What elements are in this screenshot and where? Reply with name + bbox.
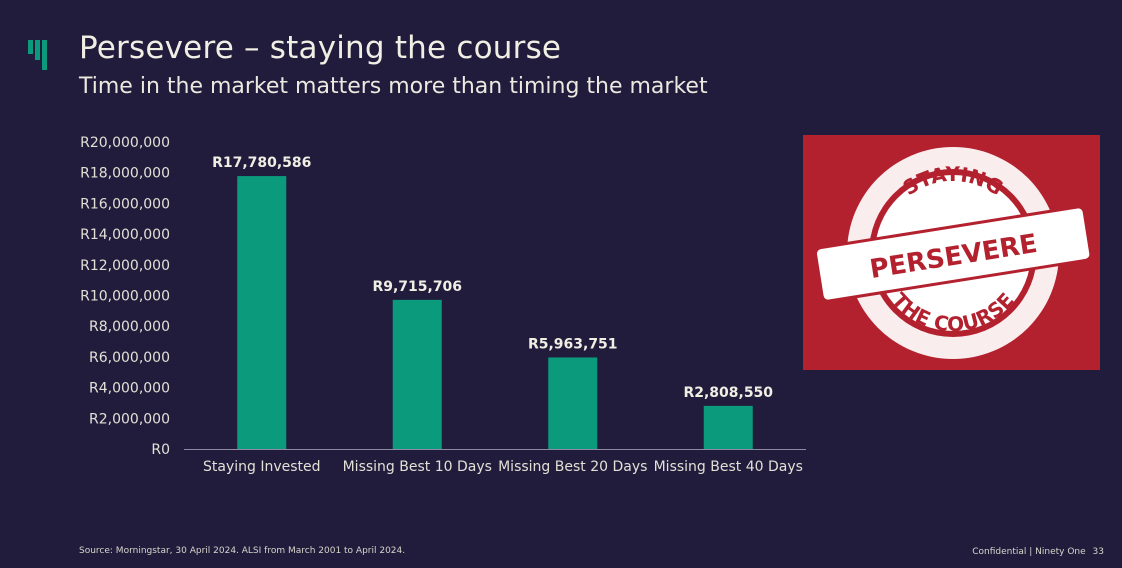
y-tick-label: R20,000,000 bbox=[80, 135, 170, 151]
stamp-graphic: STAYING THE COURSE PERSEVERE bbox=[813, 147, 1093, 359]
page-number: 33 bbox=[1092, 547, 1104, 557]
footer: Confidential | Ninety One 33 bbox=[968, 547, 1104, 557]
page-subtitle: Time in the market matters more than tim… bbox=[79, 74, 708, 99]
x-tick-label: Missing Best 20 Days bbox=[498, 459, 647, 475]
y-tick-label: R2,000,000 bbox=[89, 411, 170, 427]
x-tick-label: Missing Best 40 Days bbox=[654, 459, 803, 475]
y-tick-label: R14,000,000 bbox=[80, 227, 170, 243]
data-label: R17,780,586 bbox=[212, 155, 311, 171]
y-tick-label: R16,000,000 bbox=[80, 196, 170, 212]
y-tick-label: R10,000,000 bbox=[80, 289, 170, 305]
y-tick-label: R18,000,000 bbox=[80, 166, 170, 182]
ninety-one-logo-icon bbox=[28, 40, 47, 70]
y-tick-label: R8,000,000 bbox=[89, 319, 170, 335]
data-label: R5,963,751 bbox=[528, 336, 618, 352]
x-tick-label: Staying Invested bbox=[203, 459, 321, 475]
source-note: Source: Morningstar, 30 April 2024. ALSI… bbox=[79, 546, 406, 556]
bar bbox=[548, 357, 598, 449]
y-tick-label: R12,000,000 bbox=[80, 258, 170, 274]
bar bbox=[237, 176, 287, 450]
bar-chart: R0 R2,000,000 R4,000,000 R6,000,000 R8,000,0… bbox=[80, 135, 806, 475]
y-tick-label: R6,000,000 bbox=[89, 350, 170, 366]
page-title: Persevere – staying the course bbox=[79, 30, 562, 66]
bar bbox=[703, 405, 753, 449]
footer-confidential: Confidential | Ninety One bbox=[972, 547, 1086, 557]
y-tick-label: R4,000,000 bbox=[89, 381, 170, 397]
data-label: R2,808,550 bbox=[683, 385, 773, 401]
x-tick-label: Missing Best 10 Days bbox=[343, 459, 492, 475]
stamp-image: STAYING THE COURSE PERSEVERE bbox=[803, 135, 1100, 370]
bar bbox=[392, 299, 442, 449]
y-tick-label: R0 bbox=[151, 442, 170, 458]
data-label: R9,715,706 bbox=[372, 279, 462, 295]
